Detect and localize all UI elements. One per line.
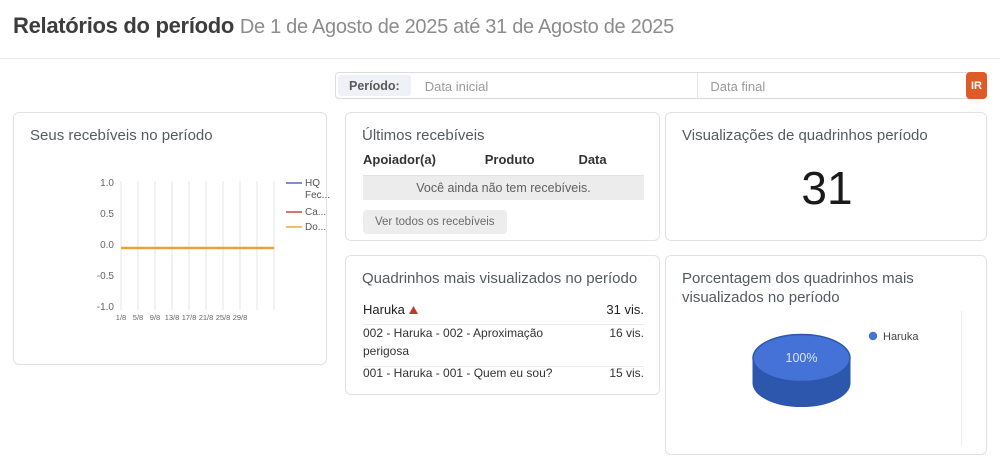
svg-text:-0.5: -0.5 xyxy=(97,271,115,282)
svg-text:21/8: 21/8 xyxy=(199,313,214,322)
svg-text:Fec...: Fec... xyxy=(305,190,330,201)
svg-text:Do...: Do... xyxy=(305,222,326,233)
svg-text:25/8: 25/8 xyxy=(216,313,231,322)
svg-text:0.5: 0.5 xyxy=(100,209,114,220)
svg-text:1/8: 1/8 xyxy=(116,313,126,322)
svg-text:-1.0: -1.0 xyxy=(97,302,115,313)
svg-text:HQ: HQ xyxy=(305,178,320,189)
svg-text:1.0: 1.0 xyxy=(100,178,114,189)
svg-text:0.0: 0.0 xyxy=(100,240,114,251)
svg-text:29/8: 29/8 xyxy=(233,313,248,322)
svg-text:17/8: 17/8 xyxy=(182,313,197,322)
svg-text:9/8: 9/8 xyxy=(150,313,160,322)
svg-text:100%: 100% xyxy=(786,351,818,365)
svg-text:Haruka: Haruka xyxy=(883,331,919,343)
svg-text:13/8: 13/8 xyxy=(165,313,180,322)
svg-text:Ca...: Ca... xyxy=(305,207,326,218)
svg-text:5/8: 5/8 xyxy=(133,313,143,322)
